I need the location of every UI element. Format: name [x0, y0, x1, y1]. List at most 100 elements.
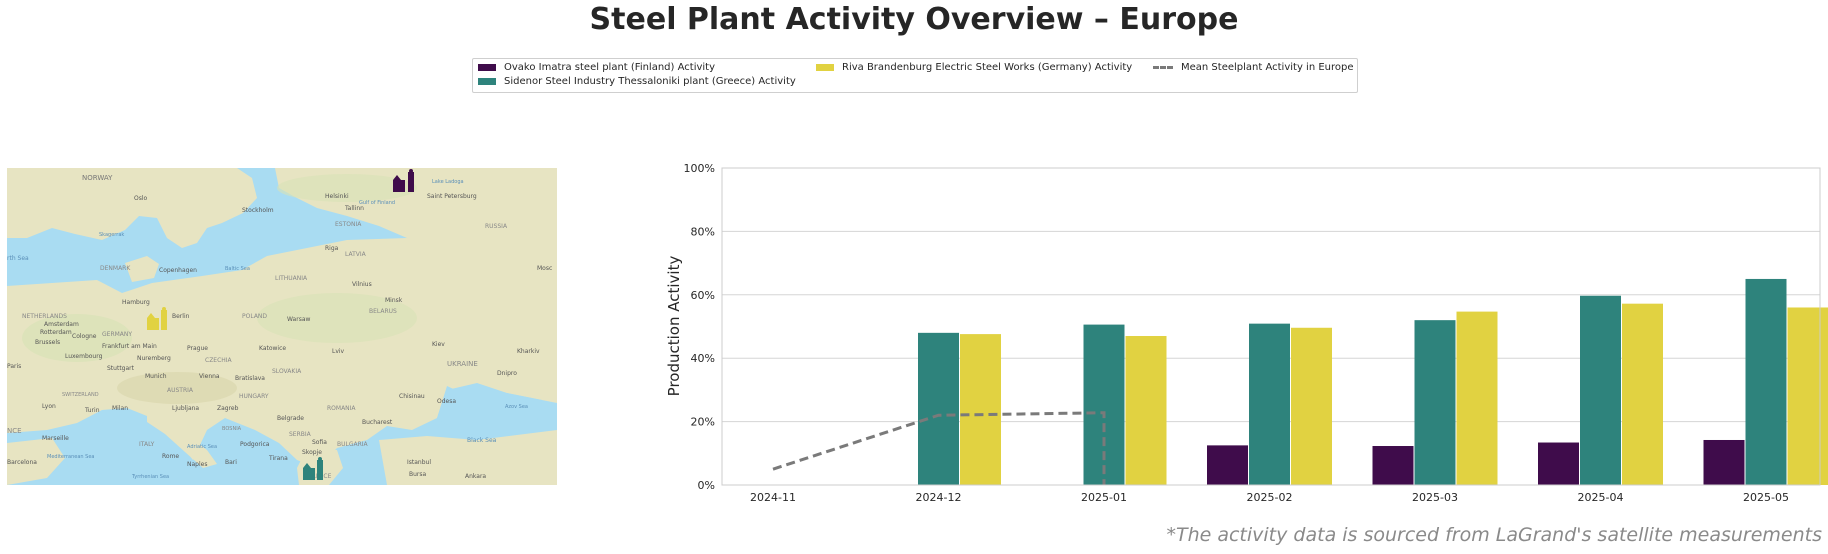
x-tick-label: 2025-01 [1081, 491, 1127, 504]
map-label-estonia: ESTONIA [335, 221, 362, 228]
map-label-ankara: Ankara [465, 473, 486, 480]
factory-icon-sidenor [303, 457, 323, 480]
map-label-adriatic-sea: Adriatic Sea [187, 444, 217, 450]
black-sea [437, 383, 542, 438]
map-label-frankfurt: Frankfurt am Main [102, 343, 157, 350]
map-label-switzerland: SWITZERLAND [62, 392, 99, 398]
map-label-paris: Paris [7, 363, 21, 370]
y-axis-label: Production Activity [665, 256, 683, 397]
map-label-berlin: Berlin [172, 313, 190, 320]
map-label-baltic-sea: Baltic Sea [225, 266, 250, 272]
map-label-belgrade: Belgrade [277, 415, 304, 422]
x-tick-label: 2024-11 [750, 491, 796, 504]
footer-note: *The activity data is sourced from LaGra… [1166, 524, 1822, 546]
map-label-lviv: Lviv [332, 348, 345, 355]
map-label-russia: RUSSIA [485, 223, 508, 230]
map-label-sofia: Sofia [312, 439, 327, 446]
legend-swatch-mean [1153, 66, 1173, 69]
map-canvas: NORWAY Oslo Stockholm Helsinki Tallinn E… [7, 168, 557, 485]
map-label-slovakia: SLOVAKIA [272, 368, 302, 375]
map-label-marseille: Marseille [42, 435, 69, 442]
bar-series-3 [1787, 307, 1828, 485]
map-label-kyiv: Kiev [432, 341, 445, 348]
legend-label-ovako: Ovako Imatra steel plant (Finland) Activ… [504, 62, 716, 73]
map-label-katowice: Katowice [259, 345, 286, 352]
land-scandinavia [7, 168, 257, 248]
bar-series-3 [1622, 303, 1663, 485]
legend-label-sidenor: Sidenor Steel Industry Thessaloniki plan… [504, 76, 796, 87]
map-label-lyon: Lyon [42, 403, 56, 410]
bar-series-1 [1372, 446, 1414, 485]
x-tick-label: 2025-04 [1578, 491, 1624, 504]
map-label-copenhagen: Copenhagen [159, 267, 197, 274]
y-tick-label: 20% [691, 416, 715, 429]
map-label-north-sea: rth Sea [7, 255, 29, 262]
factory-icon-ovako [393, 169, 414, 192]
map-label-hungary: HUNGARY [239, 393, 269, 400]
map-label-bari: Bari [225, 459, 237, 466]
map-label-ljubljana: Ljubljana [172, 405, 199, 412]
bar-series-2 [1580, 295, 1621, 485]
map-label-lithuania: LITHUANIA [275, 275, 308, 282]
map-label-oslo: Oslo [134, 195, 148, 202]
mean-activity-line [772, 411, 1106, 485]
map-label-helsinki: Helsinki [325, 193, 349, 200]
mean-line [772, 411, 1106, 485]
map-label-naples: Naples [187, 461, 207, 468]
map-label-warsaw: Warsaw [287, 316, 310, 323]
map-label-amsterdam: Amsterdam [44, 321, 79, 328]
map-label-lake-ladoga: Lake Ladoga [432, 179, 464, 185]
bar-series-2 [918, 332, 959, 485]
terrain-1 [22, 314, 132, 362]
map-label-bratislava: Bratislava [235, 375, 265, 382]
map-label-odesa: Odesa [437, 398, 456, 405]
legend-item-ovako: Ovako Imatra steel plant (Finland) Activ… [478, 62, 715, 73]
map-label-netherlands: NETHERLANDS [22, 313, 67, 320]
map-label-tyrrhenian-sea: Tyrrhenian Sea [131, 474, 169, 480]
map-label-skopje: Skopje [302, 449, 322, 456]
terrain-2 [257, 293, 417, 343]
map-label-azov-sea: Azov Sea [505, 404, 528, 410]
map-label-riga: Riga [325, 245, 339, 252]
legend-swatch-riva [816, 64, 834, 71]
europe-map: NORWAY Oslo Stockholm Helsinki Tallinn E… [7, 168, 557, 485]
map-label-bucharest: Bucharest [362, 419, 393, 426]
map-label-tallinn: Tallinn [344, 205, 364, 212]
bars [918, 278, 1828, 485]
legend-item-sidenor: Sidenor Steel Industry Thessaloniki plan… [478, 76, 796, 87]
x-ticks: 2024-11 2024-12 2025-01 2025-02 2025-03 2025-… [750, 491, 1789, 504]
map-label-milan: Milan [112, 405, 128, 412]
map-label-rome: Rome [162, 453, 179, 460]
map-label-romania: ROMANIA [327, 405, 356, 412]
map-label-poland: POLAND [242, 313, 267, 320]
land-iberia [7, 438, 65, 485]
land-continent [7, 238, 557, 468]
map-label-rotterdam: Rotterdam [40, 329, 72, 336]
map-label-moscow: Mosc [537, 265, 552, 272]
bar-series-1 [1538, 442, 1579, 485]
map-label-black-sea: Black Sea [467, 437, 497, 444]
map-label-cologne: Cologne [72, 333, 97, 340]
map-label-latvia: LATVIA [345, 251, 367, 258]
map-label-munich: Munich [145, 373, 167, 380]
bar-series-3 [960, 334, 1001, 485]
map-label-ukraine: UKRAINE [447, 360, 478, 368]
land-turkey [379, 430, 557, 485]
map-label-mediterranean-sea: Mediterranean Sea [47, 454, 94, 460]
terrain-alps [117, 372, 237, 404]
bar-series-1 [1207, 445, 1248, 485]
chart-title: Steel Plant Activity Overview – Europe [589, 2, 1239, 37]
map-label-italy: ITALY [139, 441, 155, 448]
factory-icon-riva [147, 307, 167, 330]
x-tick-label: 2025-03 [1412, 491, 1458, 504]
map-label-gulf-of-finland: Gulf of Finland [359, 200, 395, 206]
plot-frame [721, 167, 1821, 486]
map-label-belarus: BELARUS [369, 308, 397, 315]
map-label-brussels: Brussels [35, 339, 60, 346]
map-label-skagerrak: Skagerrak [99, 232, 124, 238]
legend-swatch-sidenor [478, 78, 496, 85]
map-label-minsk: Minsk [385, 297, 403, 304]
legend-label-mean: Mean Steelplant Activity in Europe [1181, 62, 1354, 73]
bar-series-2 [1745, 278, 1787, 485]
